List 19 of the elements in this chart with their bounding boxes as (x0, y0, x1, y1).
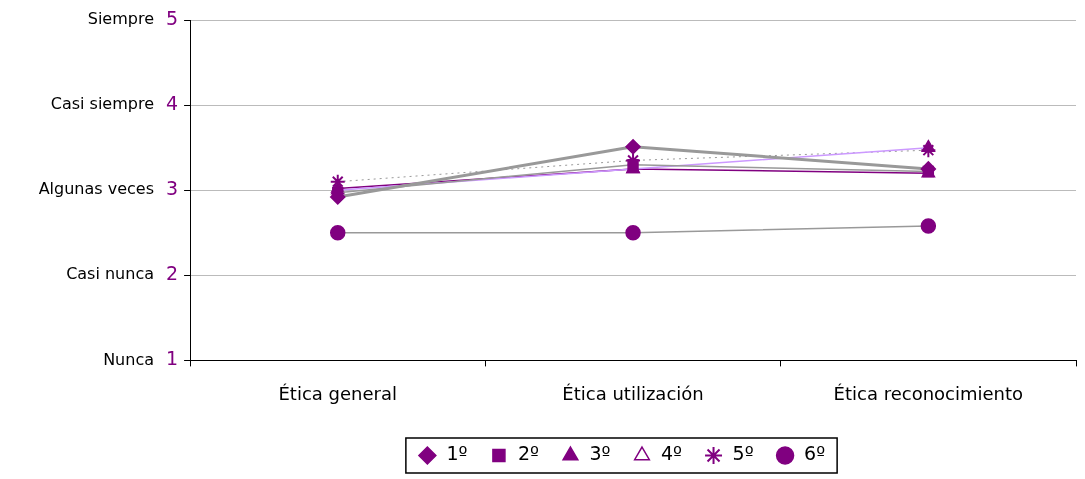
x-tick-label: Ética utilización (562, 382, 704, 404)
y-tick-label: 1 (165, 347, 179, 370)
x-tick-label: Ética reconocimiento (833, 382, 1024, 404)
y-tick-label: 4 (165, 92, 179, 115)
y-tick-label: 5 (165, 6, 179, 29)
x-tick-label: Ética general (278, 382, 397, 404)
legend-label: 5º (732, 442, 754, 465)
legend-label: 3º (589, 442, 611, 465)
legend-label: 6º (804, 442, 826, 465)
y-tick-label: 2 (165, 262, 179, 285)
text: Nunca (103, 349, 154, 369)
legend-label: 4º (661, 442, 683, 465)
text: Casi siempre (50, 94, 154, 114)
legend-label: 2º (517, 442, 540, 465)
text: Siempre (87, 9, 154, 29)
text: Casi nunca (66, 264, 154, 284)
y-tick-label: 3 (165, 177, 179, 200)
text: Algunas veces (38, 179, 154, 199)
legend-label: 1º (446, 442, 468, 465)
